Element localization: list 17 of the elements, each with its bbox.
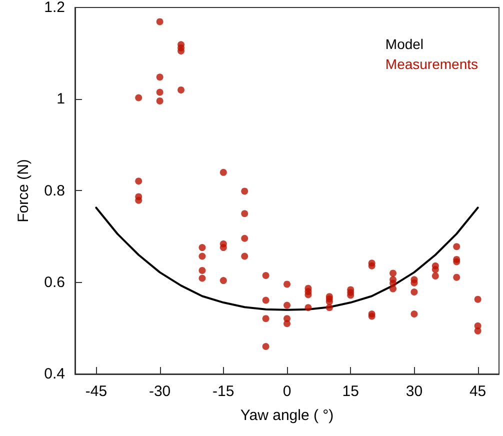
y-tick-label: 1	[56, 90, 65, 108]
y-axis-title: Force (N)	[15, 159, 32, 222]
y-tick-label: 0.4	[44, 366, 65, 382]
x-tick-label: 45	[469, 383, 486, 400]
x-tick-label: -30	[148, 383, 171, 400]
x-tick-label: -15	[212, 383, 234, 400]
text: Model	[385, 36, 424, 52]
x-axis-title: Yaw angle ( °)	[240, 407, 334, 424]
y-tick-label: 0.8	[44, 182, 65, 200]
line-series	[95, 206, 479, 311]
x-tick-label: 30	[406, 383, 423, 400]
y-tick-label: 0.6	[44, 274, 65, 291]
x-tick-label: -45	[85, 383, 108, 400]
x-tick-label: 0	[282, 383, 292, 400]
text: Measurements	[385, 56, 478, 72]
y-tick-label: 1.2	[44, 0, 65, 16]
x-tick-label: 15	[342, 383, 359, 400]
